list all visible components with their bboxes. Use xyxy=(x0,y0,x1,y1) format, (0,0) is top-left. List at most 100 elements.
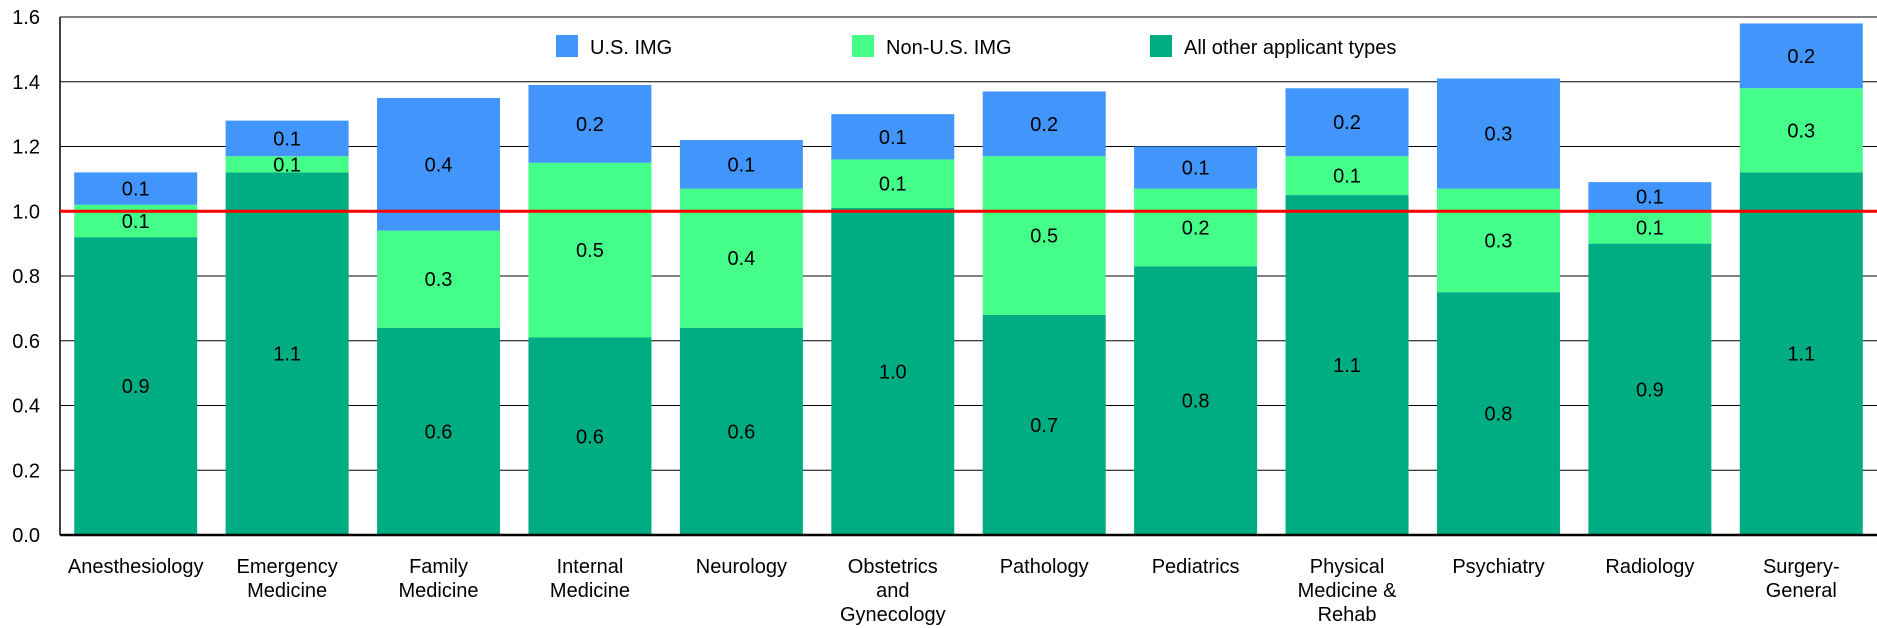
x-tick-label-line: Anesthesiology xyxy=(68,556,204,578)
x-tick-label-line: Surgery- xyxy=(1763,556,1840,578)
bar-segment xyxy=(1436,188,1560,293)
x-tick-label: Pathology xyxy=(1000,556,1089,578)
data-label: 0.4 xyxy=(727,248,755,270)
bar-segment xyxy=(982,314,1106,535)
y-tick-label: 0.4 xyxy=(12,396,40,418)
data-label: 0.1 xyxy=(1636,217,1664,239)
bar-segment xyxy=(1134,188,1258,267)
bar-segment xyxy=(1134,146,1258,189)
data-label: 0.6 xyxy=(425,421,453,443)
y-tick-label: 0.8 xyxy=(12,266,40,288)
data-label: 0.2 xyxy=(576,114,604,136)
bar-segment xyxy=(528,337,652,535)
data-label: 1.1 xyxy=(1787,344,1815,366)
x-tick-label: Emergency Medicine xyxy=(237,556,338,602)
data-label: 0.1 xyxy=(1636,187,1664,209)
bar-segment xyxy=(225,120,349,157)
bar-segment xyxy=(1588,211,1712,244)
legend-swatch xyxy=(556,35,578,57)
data-label: 0.5 xyxy=(576,240,604,262)
data-label: 0.6 xyxy=(576,426,604,448)
legend-label: All other applicant types xyxy=(1184,37,1396,59)
bar-segment xyxy=(1739,172,1863,535)
data-label: 0.7 xyxy=(1030,415,1058,437)
bar-segment xyxy=(1285,156,1409,196)
bar-segment xyxy=(1739,88,1863,173)
data-label: 0.3 xyxy=(1485,124,1513,146)
bar-segment xyxy=(1588,182,1712,212)
bar-segment xyxy=(1739,23,1863,89)
data-label: 0.9 xyxy=(122,376,150,398)
bar-segment xyxy=(982,91,1106,157)
data-label: 0.2 xyxy=(1030,114,1058,136)
y-tick-label: 1.6 xyxy=(12,7,40,29)
data-label: 0.1 xyxy=(273,154,301,176)
bar-segment xyxy=(831,208,955,535)
x-tick-label: Obstetrics and Gynecology xyxy=(840,556,946,626)
legend-label: Non-U.S. IMG xyxy=(886,37,1012,59)
data-label: 0.1 xyxy=(879,127,907,149)
bar-segment xyxy=(528,84,652,163)
bar-segment xyxy=(377,327,501,535)
x-tick-label-line: Medicine xyxy=(550,580,630,602)
x-tick-label-line: Radiology xyxy=(1605,556,1694,578)
data-label: 0.1 xyxy=(727,154,755,176)
x-tick-label-line: Neurology xyxy=(696,556,787,578)
y-tick-label: 0.2 xyxy=(12,460,40,482)
bar-segment xyxy=(528,162,652,338)
legend-swatch xyxy=(852,35,874,57)
legend-swatch xyxy=(1150,35,1172,57)
bar-segment xyxy=(1285,88,1409,157)
data-labels: 0.9 0.1 0.1 1.1 0.1 0.1 0.6 0.3 0.4 0.6 0.5 0.2 0.6 0… xyxy=(122,46,1815,448)
x-tick-label-line: Family xyxy=(409,556,468,578)
x-tick-label-line: Medicine & xyxy=(1298,580,1398,602)
x-tick-label-line: Rehab xyxy=(1318,604,1377,626)
bar-segment xyxy=(377,97,501,231)
bar-segment xyxy=(831,114,955,160)
bar-segment xyxy=(982,156,1106,315)
bar-segment xyxy=(1436,292,1560,535)
data-label: 0.2 xyxy=(1787,46,1815,68)
data-label: 1.1 xyxy=(1333,355,1361,377)
x-tick-label-line: Medicine xyxy=(399,580,479,602)
data-label: 0.1 xyxy=(1182,158,1210,180)
x-tick-label-line: Pathology xyxy=(1000,556,1089,578)
data-label: 0.8 xyxy=(1182,391,1210,413)
data-label: 1.0 xyxy=(879,362,907,384)
bar-segment xyxy=(679,140,803,189)
x-tick-label: Surgery-General xyxy=(1763,556,1840,602)
data-label: 0.5 xyxy=(1030,226,1058,248)
axes: 0.0 0.2 0.4 0.6 0.8 1.0 1.2 1.4 1.6 Anesthesiolog… xyxy=(12,7,1877,626)
y-tick-label: 0.6 xyxy=(12,331,40,353)
x-tick-label-line: Obstetrics xyxy=(848,556,938,578)
bar-segment xyxy=(831,159,955,209)
x-tick-label-line: Emergency xyxy=(237,556,338,578)
x-tick-label: Neurology xyxy=(696,556,787,578)
bar-segment xyxy=(74,237,198,535)
x-tick-label-line: Psychiatry xyxy=(1452,556,1544,578)
y-tick-label: 1.0 xyxy=(12,201,40,223)
data-label: 0.1 xyxy=(122,179,150,201)
data-label: 0.3 xyxy=(1485,230,1513,252)
bar-segment xyxy=(1588,243,1712,535)
legend: U.S. IMG Non-U.S. IMG All other applicant … xyxy=(556,35,1396,59)
bar-segment xyxy=(377,230,501,328)
x-tick-label: Internal Medicine xyxy=(550,556,630,602)
data-label: 0.2 xyxy=(1182,217,1210,239)
bar-segment xyxy=(225,172,349,535)
bar-segment xyxy=(225,156,349,173)
data-label: 0.1 xyxy=(879,174,907,196)
x-tick-label-line: Physical xyxy=(1310,556,1384,578)
bar-segment xyxy=(679,327,803,535)
x-tick-label-line: Internal xyxy=(557,556,624,578)
x-tick-label-line: Gynecology xyxy=(840,604,946,626)
x-tick-label: Pediatrics xyxy=(1152,556,1240,578)
data-label: 0.1 xyxy=(1333,166,1361,188)
x-tick-label-line: General xyxy=(1766,580,1837,602)
bars xyxy=(74,23,1863,535)
data-label: 0.6 xyxy=(727,421,755,443)
data-label: 0.9 xyxy=(1636,379,1664,401)
x-tick-label-line: Medicine xyxy=(247,580,327,602)
